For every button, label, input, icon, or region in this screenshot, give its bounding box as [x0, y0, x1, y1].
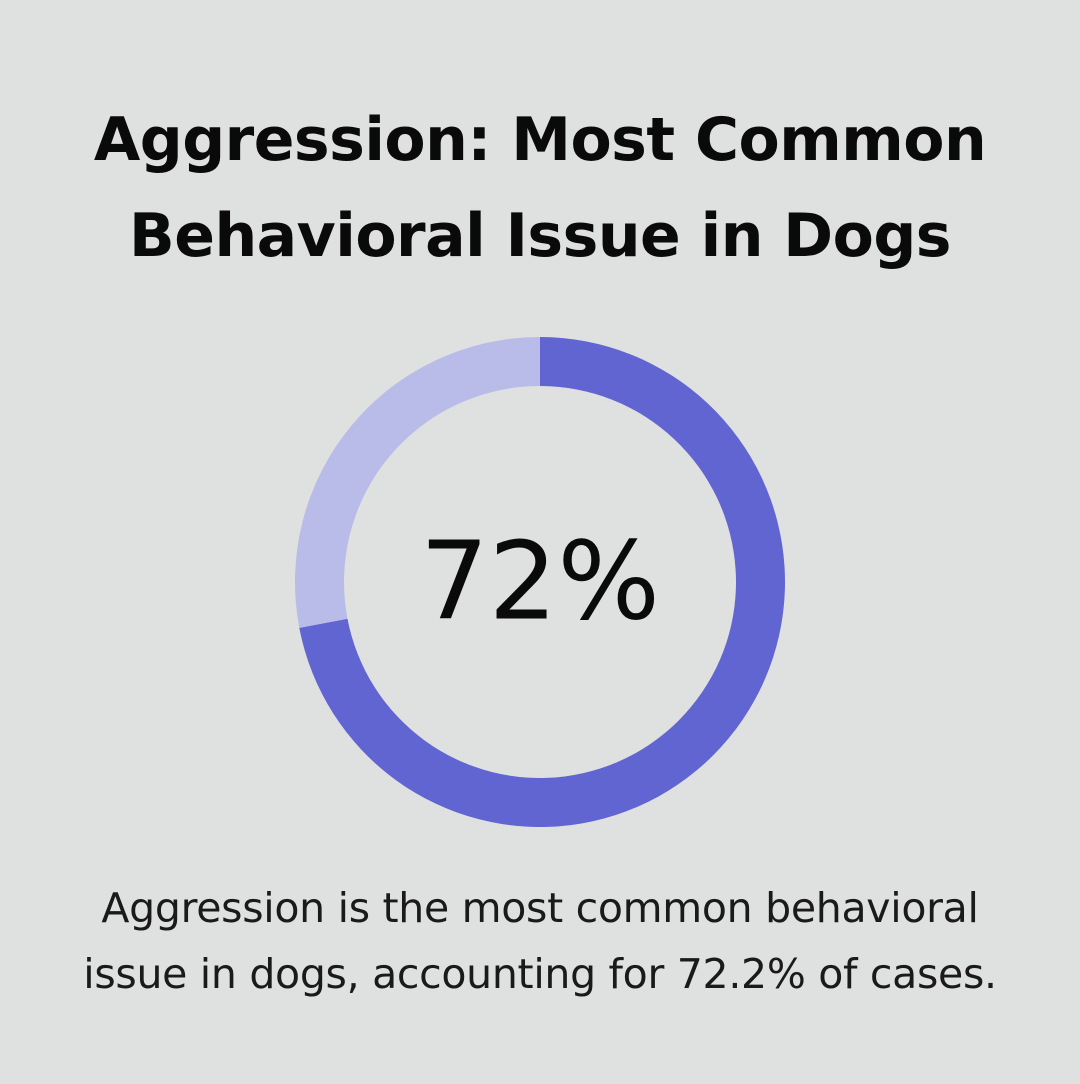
- caption-line-1: Aggression is the most common behavioral: [101, 884, 979, 932]
- donut-center-label: 72%: [420, 520, 660, 645]
- donut-slice-remainder: [295, 337, 540, 628]
- chart-title-line-1: Aggression: Most Common: [93, 105, 987, 175]
- chart-title-line-2: Behavioral Issue in Dogs: [129, 201, 951, 271]
- caption-line-2: issue in dogs, accounting for 72.2% of c…: [83, 950, 997, 998]
- donut-chart: 72%: [295, 337, 785, 827]
- donut-slices: [295, 337, 785, 827]
